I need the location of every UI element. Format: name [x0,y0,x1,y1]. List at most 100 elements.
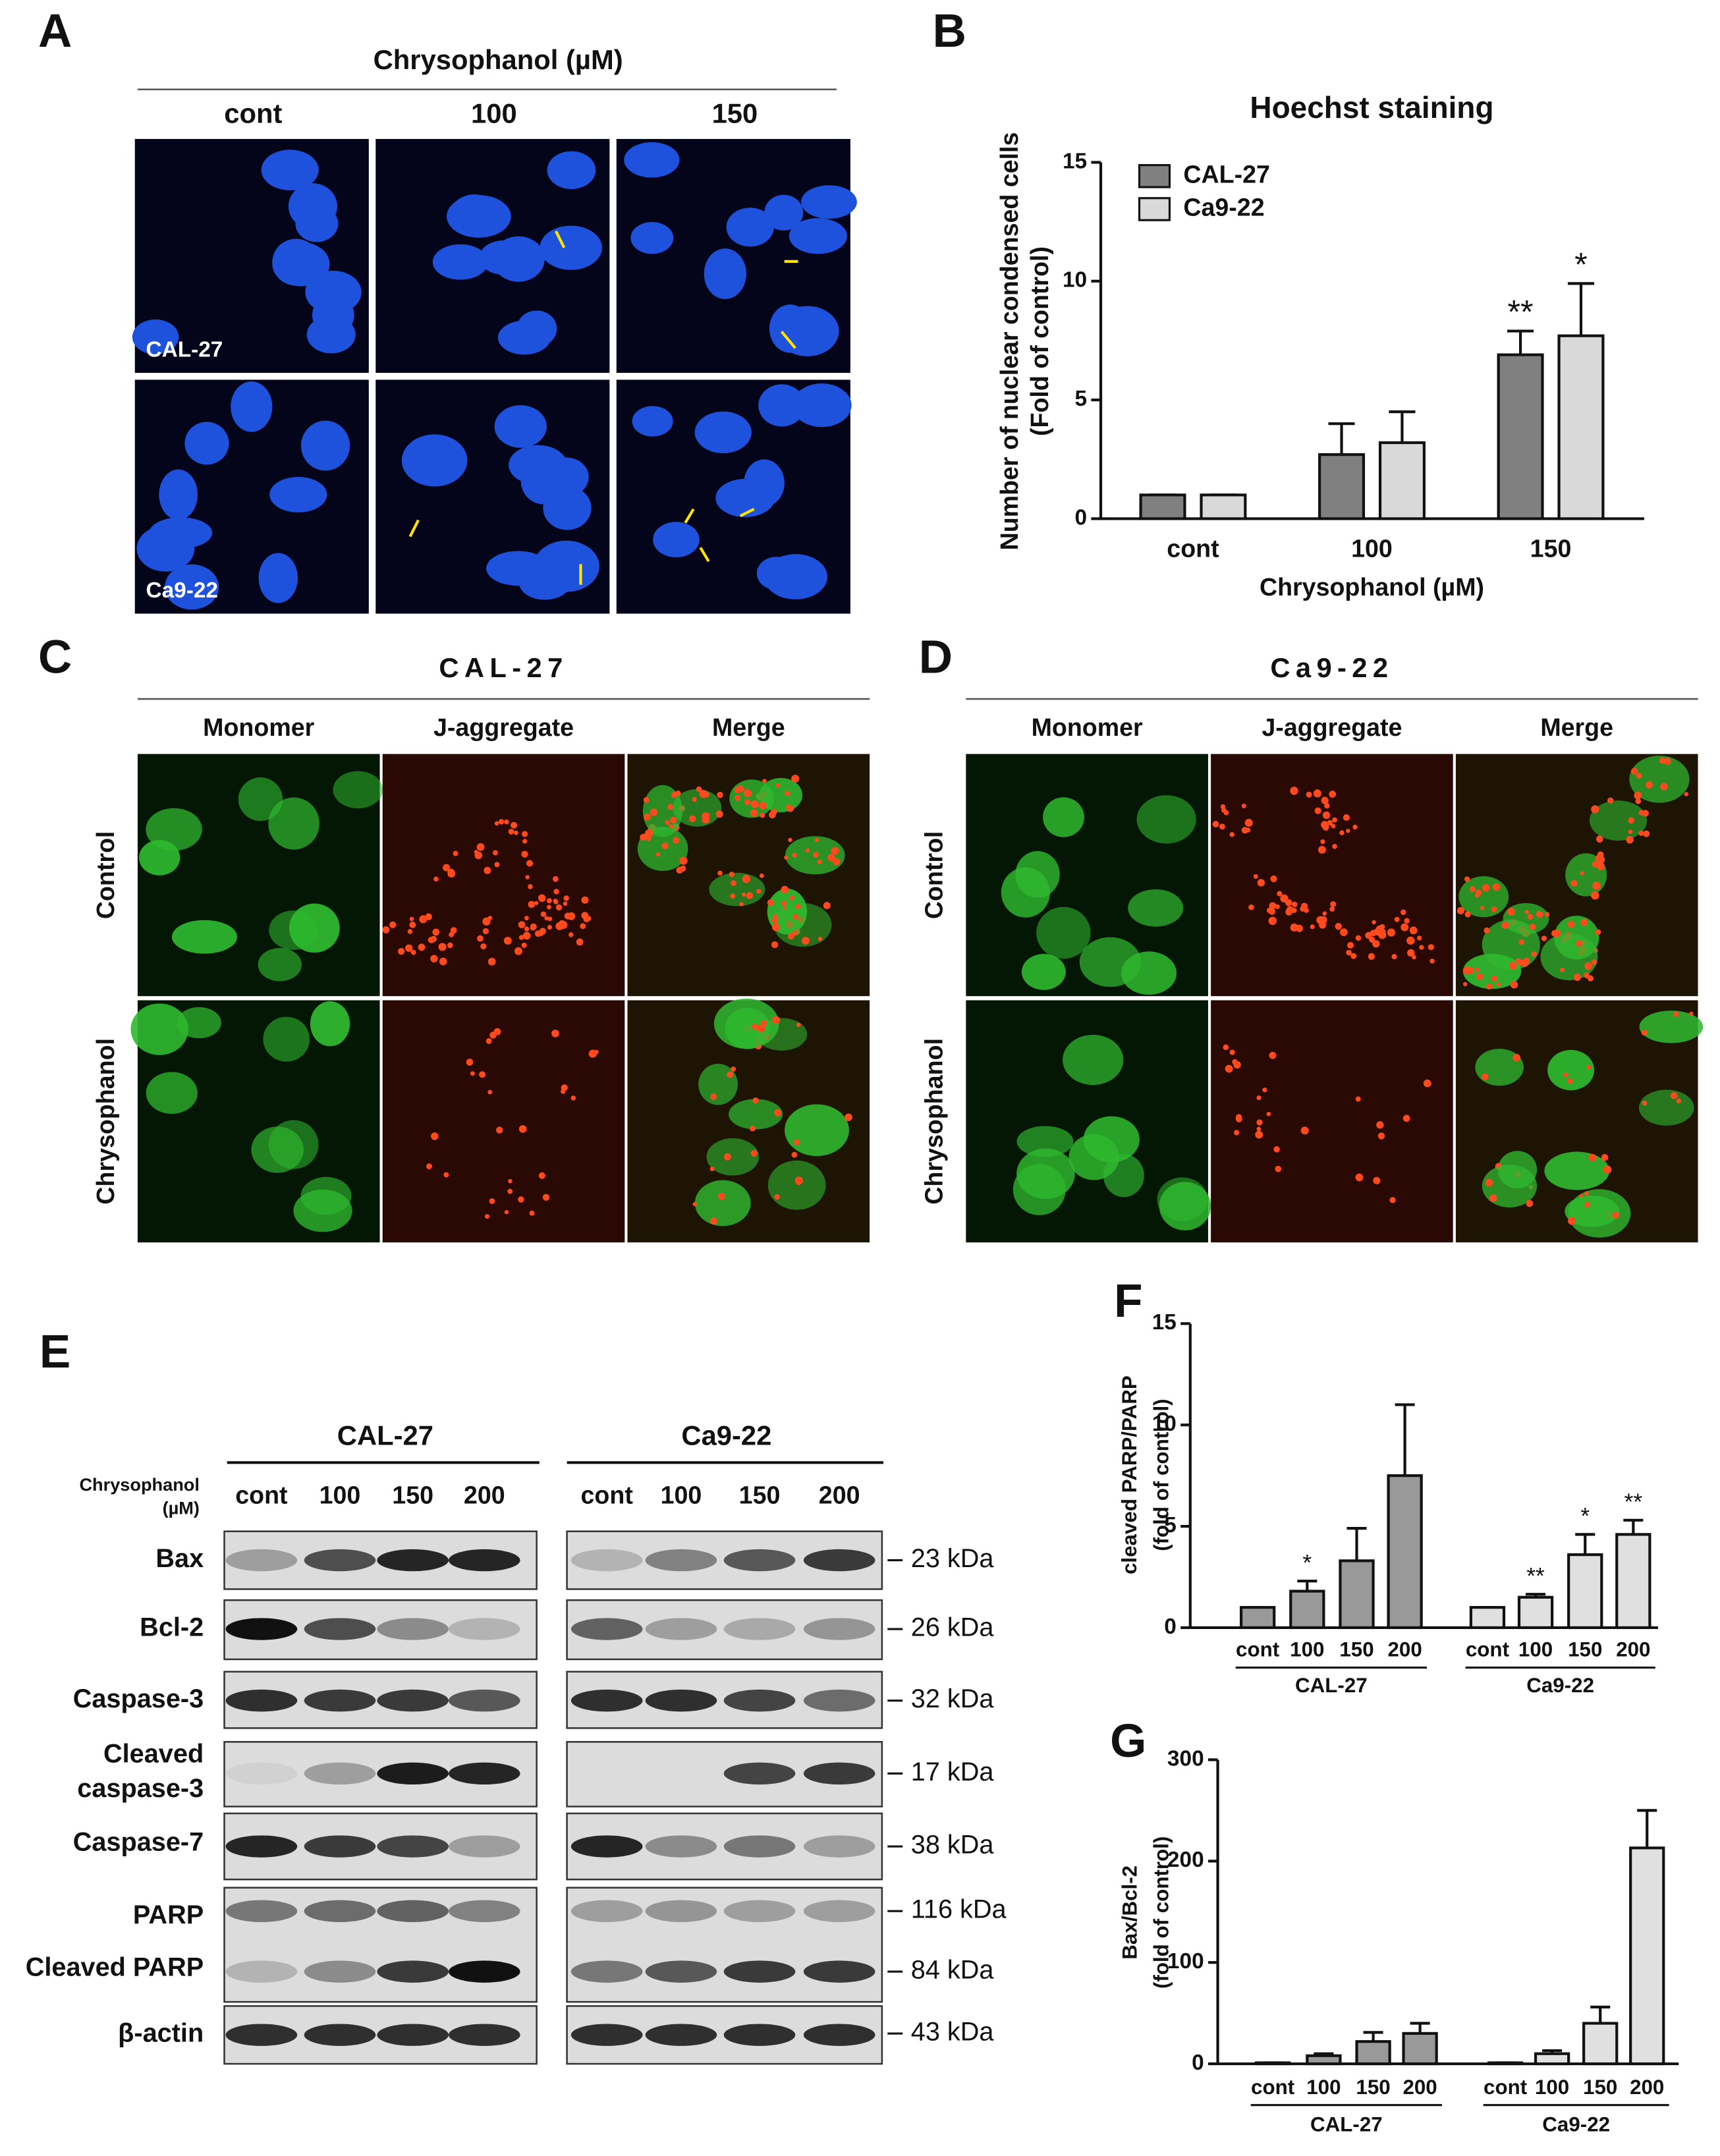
band [377,1960,449,1983]
dot [1484,927,1490,933]
dot [1526,1200,1534,1207]
x-tick-label: 150 [1530,534,1572,562]
cell [138,840,180,875]
row-label: Control [92,831,119,920]
band [448,1689,520,1712]
dot [567,912,576,920]
dot [672,837,680,844]
dot [1365,931,1372,939]
arrow [408,519,420,538]
dot [1509,962,1517,970]
band [723,1835,796,1858]
band [570,1835,643,1858]
dot [796,1022,801,1027]
dot [769,811,776,819]
dot [538,894,546,902]
dot [1372,940,1380,948]
dot [1464,876,1470,882]
dot [529,1210,535,1216]
dot [542,1194,550,1201]
dot [1256,1126,1262,1132]
cell [146,1072,198,1114]
dot [583,915,590,923]
dot [715,810,723,818]
dot [1322,911,1327,916]
bar [1402,2032,1438,2066]
cell [300,1176,352,1215]
band [448,1960,520,1983]
dot [432,928,440,936]
dot [553,899,559,904]
nucleus [432,244,488,280]
dot [438,943,447,951]
dot [418,943,426,951]
dot [453,850,458,856]
nucleus [630,221,674,254]
cell [1462,953,1522,989]
micrograph [382,754,625,997]
cell [1136,795,1196,844]
dot [831,846,839,855]
dot [813,852,819,858]
dot [447,942,453,949]
dot [426,1163,432,1170]
dot [1423,1079,1431,1088]
dot [1391,954,1397,960]
dot [772,1016,781,1024]
size-label: 38 kDa [911,1831,995,1860]
dot [752,1023,758,1030]
band [570,1689,643,1712]
significance-label: * [1574,246,1588,283]
cell [725,1007,770,1049]
dot [1491,906,1497,913]
dot [1401,923,1409,931]
dot [1634,791,1642,800]
dot [494,821,499,826]
band [377,2024,449,2046]
dot [1300,1126,1309,1135]
nucleus [450,194,499,235]
nucleus [800,185,857,219]
dot [827,854,835,862]
nucleus [149,517,213,549]
x-tick-label: 200 [1630,2076,1664,2099]
group-label: Ca9-22 [1542,2113,1610,2136]
dot [409,922,416,928]
dot [1529,924,1536,931]
x-tick-label: 100 [1535,2076,1569,2099]
dot [1331,823,1336,829]
dot [474,851,483,860]
dot [1321,796,1329,804]
dot [496,1126,503,1134]
x-tick-label: cont [1251,2076,1295,2099]
x-tick-label: 150 [1356,2076,1390,2099]
nucleus [494,405,547,448]
dot [1462,966,1472,975]
dot [1491,975,1498,982]
dot [443,1172,449,1178]
dot [580,923,586,929]
column-label: J-aggregate [1262,713,1402,741]
dot [559,920,565,926]
dot [410,949,416,955]
dot [1389,1197,1396,1203]
dot [443,864,451,871]
bar [1582,2022,1619,2066]
cell [1540,933,1598,981]
dot [476,843,485,851]
nucleus [492,236,545,282]
dot [504,1209,509,1215]
dot [781,900,787,906]
dot [1510,981,1518,989]
y-tick-label: 0 [1164,1615,1177,1639]
dot [581,896,589,904]
band [225,1835,298,1858]
dot [1412,954,1416,960]
nucleus [401,434,468,487]
dot [805,848,810,853]
dot [514,947,522,955]
dot [1486,983,1493,990]
dot [645,829,653,838]
nucleus [789,218,847,254]
